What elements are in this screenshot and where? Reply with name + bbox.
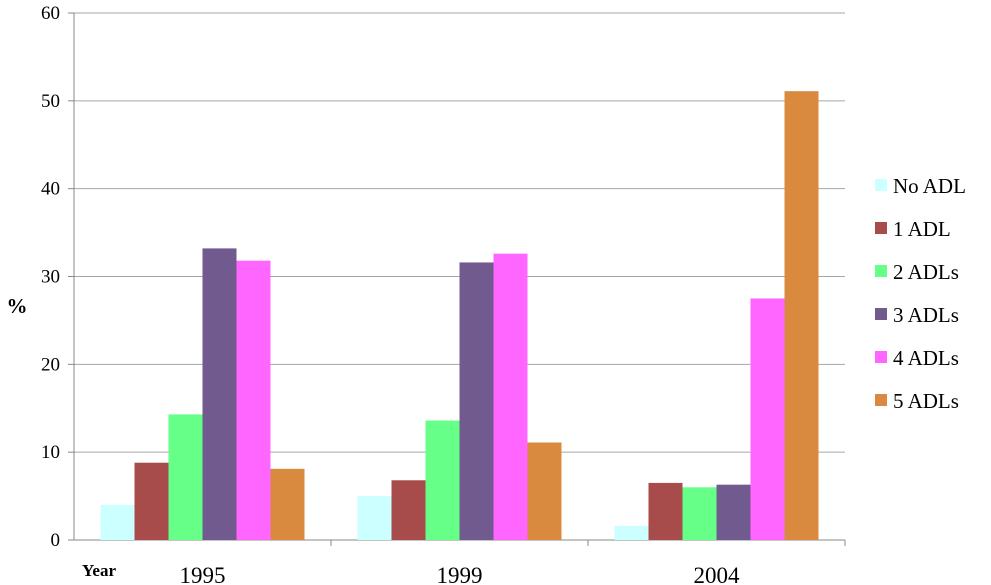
y-tick-label: 50 bbox=[41, 91, 60, 112]
legend-label: No ADL bbox=[893, 174, 966, 198]
bar-1-adl-1995 bbox=[134, 462, 169, 540]
bar-2-adls-1995 bbox=[168, 414, 203, 540]
bars bbox=[100, 91, 819, 541]
y-tick-label: 60 bbox=[41, 3, 60, 24]
bar-no-adl-2004 bbox=[614, 525, 649, 540]
bar-1-adl-1999 bbox=[391, 480, 426, 540]
bar-5-adls-2004 bbox=[784, 91, 819, 541]
legend-label: 4 ADLs bbox=[893, 346, 959, 370]
legend-swatch bbox=[875, 222, 887, 234]
bar-4-adls-1995 bbox=[236, 260, 271, 540]
y-tick-label: 30 bbox=[41, 267, 60, 288]
legend-label: 1 ADL bbox=[893, 217, 951, 241]
y-tick-label: 0 bbox=[51, 530, 61, 551]
y-axis-label: % bbox=[7, 294, 28, 318]
legend-swatch bbox=[875, 179, 887, 191]
bar-3-adls-2004 bbox=[716, 484, 751, 540]
x-category-label: 1995 bbox=[180, 563, 226, 585]
legend-swatch bbox=[875, 265, 887, 277]
x-axis-label: Year bbox=[82, 561, 116, 580]
bar-4-adls-2004 bbox=[750, 298, 785, 540]
x-category-label: 1999 bbox=[437, 563, 483, 585]
bar-1-adl-2004 bbox=[648, 482, 683, 540]
x-category-label: 2004 bbox=[694, 563, 741, 585]
legend-label: 3 ADLs bbox=[893, 303, 959, 327]
bar-2-adls-1999 bbox=[425, 420, 460, 540]
legend: No ADL 1 ADL 2 ADLs 3 ADLs 4 ADLs 5 ADLs bbox=[875, 174, 966, 413]
y-axis-ticks: 0 10 20 30 40 50 60 bbox=[41, 3, 60, 551]
bar-5-adls-1999 bbox=[527, 442, 562, 540]
legend-label: 2 ADLs bbox=[893, 260, 959, 284]
x-axis-categories: 1995 1999 2004 bbox=[180, 563, 741, 585]
legend-swatch bbox=[875, 351, 887, 363]
bar-3-adls-1995 bbox=[202, 248, 237, 541]
legend-swatch bbox=[875, 394, 887, 406]
legend-swatch bbox=[875, 308, 887, 320]
legend-label: 5 ADLs bbox=[893, 389, 959, 413]
bar-no-adl-1999 bbox=[357, 496, 392, 540]
bar-no-adl-1995 bbox=[100, 504, 135, 540]
bar-3-adls-1999 bbox=[459, 262, 494, 540]
y-tick-label: 20 bbox=[41, 354, 60, 375]
y-tick-label: 40 bbox=[41, 179, 60, 200]
bar-5-adls-1995 bbox=[270, 468, 305, 540]
y-tick-label: 10 bbox=[41, 442, 60, 463]
bar-2-adls-2004 bbox=[682, 487, 717, 540]
bar-4-adls-1999 bbox=[493, 253, 528, 540]
